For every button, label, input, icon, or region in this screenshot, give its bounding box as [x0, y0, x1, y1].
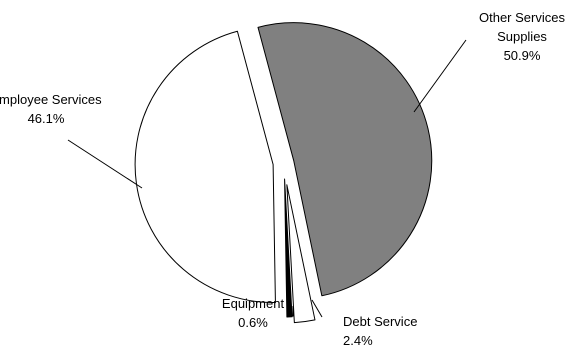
- pie-slice: [257, 22, 433, 297]
- leader-line: [413, 39, 467, 113]
- pie-slice: [284, 178, 293, 318]
- slice-name-label: Equipment: [222, 296, 285, 311]
- slice-name-label: Supplies: [497, 29, 547, 44]
- leader-line: [67, 139, 143, 189]
- slice-name-label: Debt Service: [343, 314, 417, 329]
- pie-slice: [134, 30, 276, 304]
- leader-line: [311, 299, 323, 318]
- pie-slice: [286, 184, 316, 324]
- slice-value-label: 0.6%: [238, 315, 268, 330]
- slice-value-label: 2.4%: [343, 333, 373, 348]
- slice-label: Equipment 0.6%: [222, 296, 285, 330]
- slice-name-label: Other Services: [479, 10, 565, 25]
- slice-value-label: 46.1%: [28, 111, 65, 126]
- slice-label: Other Services Supplies 50.9%: [479, 10, 565, 63]
- slice-name-label: Employee Services: [0, 92, 102, 107]
- slice-label: Employee Services 46.1%: [0, 92, 102, 126]
- slice-label: Debt Service 2.4%: [343, 314, 417, 348]
- leader-line: [287, 306, 294, 317]
- slice-value-label: 50.9%: [504, 48, 541, 63]
